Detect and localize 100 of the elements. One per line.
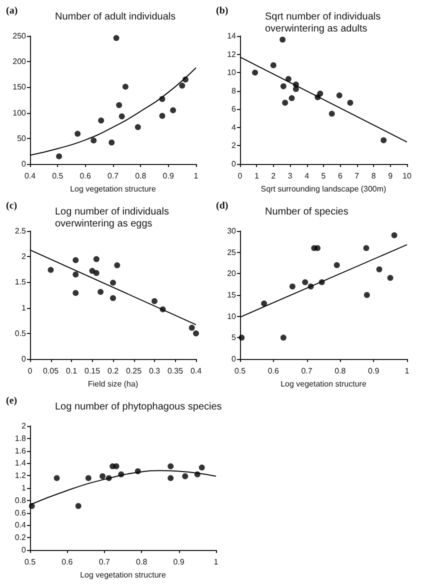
y-tick-label: 1.5 [14,278,27,287]
x-tick-label: 0.6 [268,366,280,376]
x-axis-title: Field size (ha) [88,379,138,388]
x-tick-label: 0.9 [173,558,185,566]
y-tick-label: 10 [227,312,237,321]
point [98,117,104,124]
x-tick-label: 8 [371,172,376,180]
y-tick-label: 8 [232,86,237,96]
point [252,70,258,76]
x-tick-label: 0.8 [135,172,147,180]
point [110,295,116,302]
y-tick-label: 1.2 [14,471,27,480]
point [391,232,398,238]
point [134,468,141,474]
x-tick-label: 0.8 [136,558,148,566]
x-tick-label: 0.9 [162,172,174,180]
point [48,266,54,273]
y-tick-label: 0 [22,546,27,554]
x-tick-label: 0.9 [368,366,380,376]
y-tick-label: 12 [227,50,237,59]
x-tick-label: 4 [304,172,310,180]
line-series [30,67,196,156]
point [194,471,200,478]
x-tick-label: 0.7 [107,172,120,180]
y-tick-label: 1.8 [14,434,27,443]
y-tick-label: 14 [227,32,237,40]
point [168,475,174,482]
point [282,100,288,106]
y-tick-label: 15 [227,290,237,300]
point [152,298,158,304]
point [314,245,320,252]
x-tick-label: 3 [288,172,293,180]
x-axis-title: Log vegetation structure [280,379,367,388]
point [118,471,124,478]
point [364,292,370,298]
x-tick-label: 0.05 [42,366,60,376]
point [280,36,286,43]
x-tick-label: 0 [28,366,33,376]
y-tick-label: 2 [232,141,237,150]
point [75,502,82,509]
point [328,110,335,117]
point [159,112,166,119]
point [90,137,97,144]
y-tick-label: 0.2 [14,533,27,542]
y-tick-label: 0 [22,160,27,168]
text: (d) [216,200,228,212]
x-tick-label: 0.1 [66,366,78,376]
point [376,266,382,272]
point [116,102,122,108]
chart-title: Log number of individuals overwintering as eggs [55,206,172,230]
x-tick-label: 10 [402,172,412,180]
point [114,262,120,268]
point [198,464,205,471]
point [168,463,174,470]
point [113,35,120,42]
y-tick-label: 100 [12,108,27,118]
x-tick-label: 0 [238,172,243,180]
point [285,76,292,82]
y-tick-label: 10 [227,68,237,78]
point [280,334,286,341]
point [113,463,120,470]
point [159,96,166,102]
point [93,256,100,262]
y-tick-label: 150 [12,82,27,92]
point [134,124,141,130]
y-tick-label: 250 [12,32,27,40]
point [347,100,354,106]
y-tick-label: 30 [227,226,237,236]
x-tick-label: 0.7 [301,366,313,376]
point [288,95,295,102]
point [270,62,276,68]
chart-title: Log number of phytophagous species [55,402,222,412]
y-tick-label: 1.6 [14,446,27,456]
point [110,280,116,286]
point [108,139,115,146]
point [238,334,245,341]
x-tick-label: 0.4 [190,366,202,376]
x-tick-label: 1 [214,558,219,566]
point [387,274,394,281]
y-tick-label: 1.4 [14,458,27,468]
x-tick-label: 0.6 [80,172,92,180]
text: (a) [6,6,18,16]
y-tick-label: 25 [227,248,237,257]
x-tick-label: 9 [388,172,394,180]
x-tick-label: 0.3 [148,366,161,376]
y-tick-label: 2 [22,422,27,430]
text: (c) [6,200,18,212]
point [72,290,79,296]
x-tick-label: 0.5 [52,172,64,180]
point [118,113,125,120]
y-tick-label: 0 [232,160,237,168]
y-tick-label: 0.5 [14,328,27,338]
text: (e) [6,396,18,406]
y-tick-label: 0 [22,354,27,364]
point [188,324,195,331]
point [72,272,79,278]
text: (b) [216,6,228,16]
point [182,76,188,83]
y-tick-label: 2 [22,252,27,262]
point [280,83,286,90]
